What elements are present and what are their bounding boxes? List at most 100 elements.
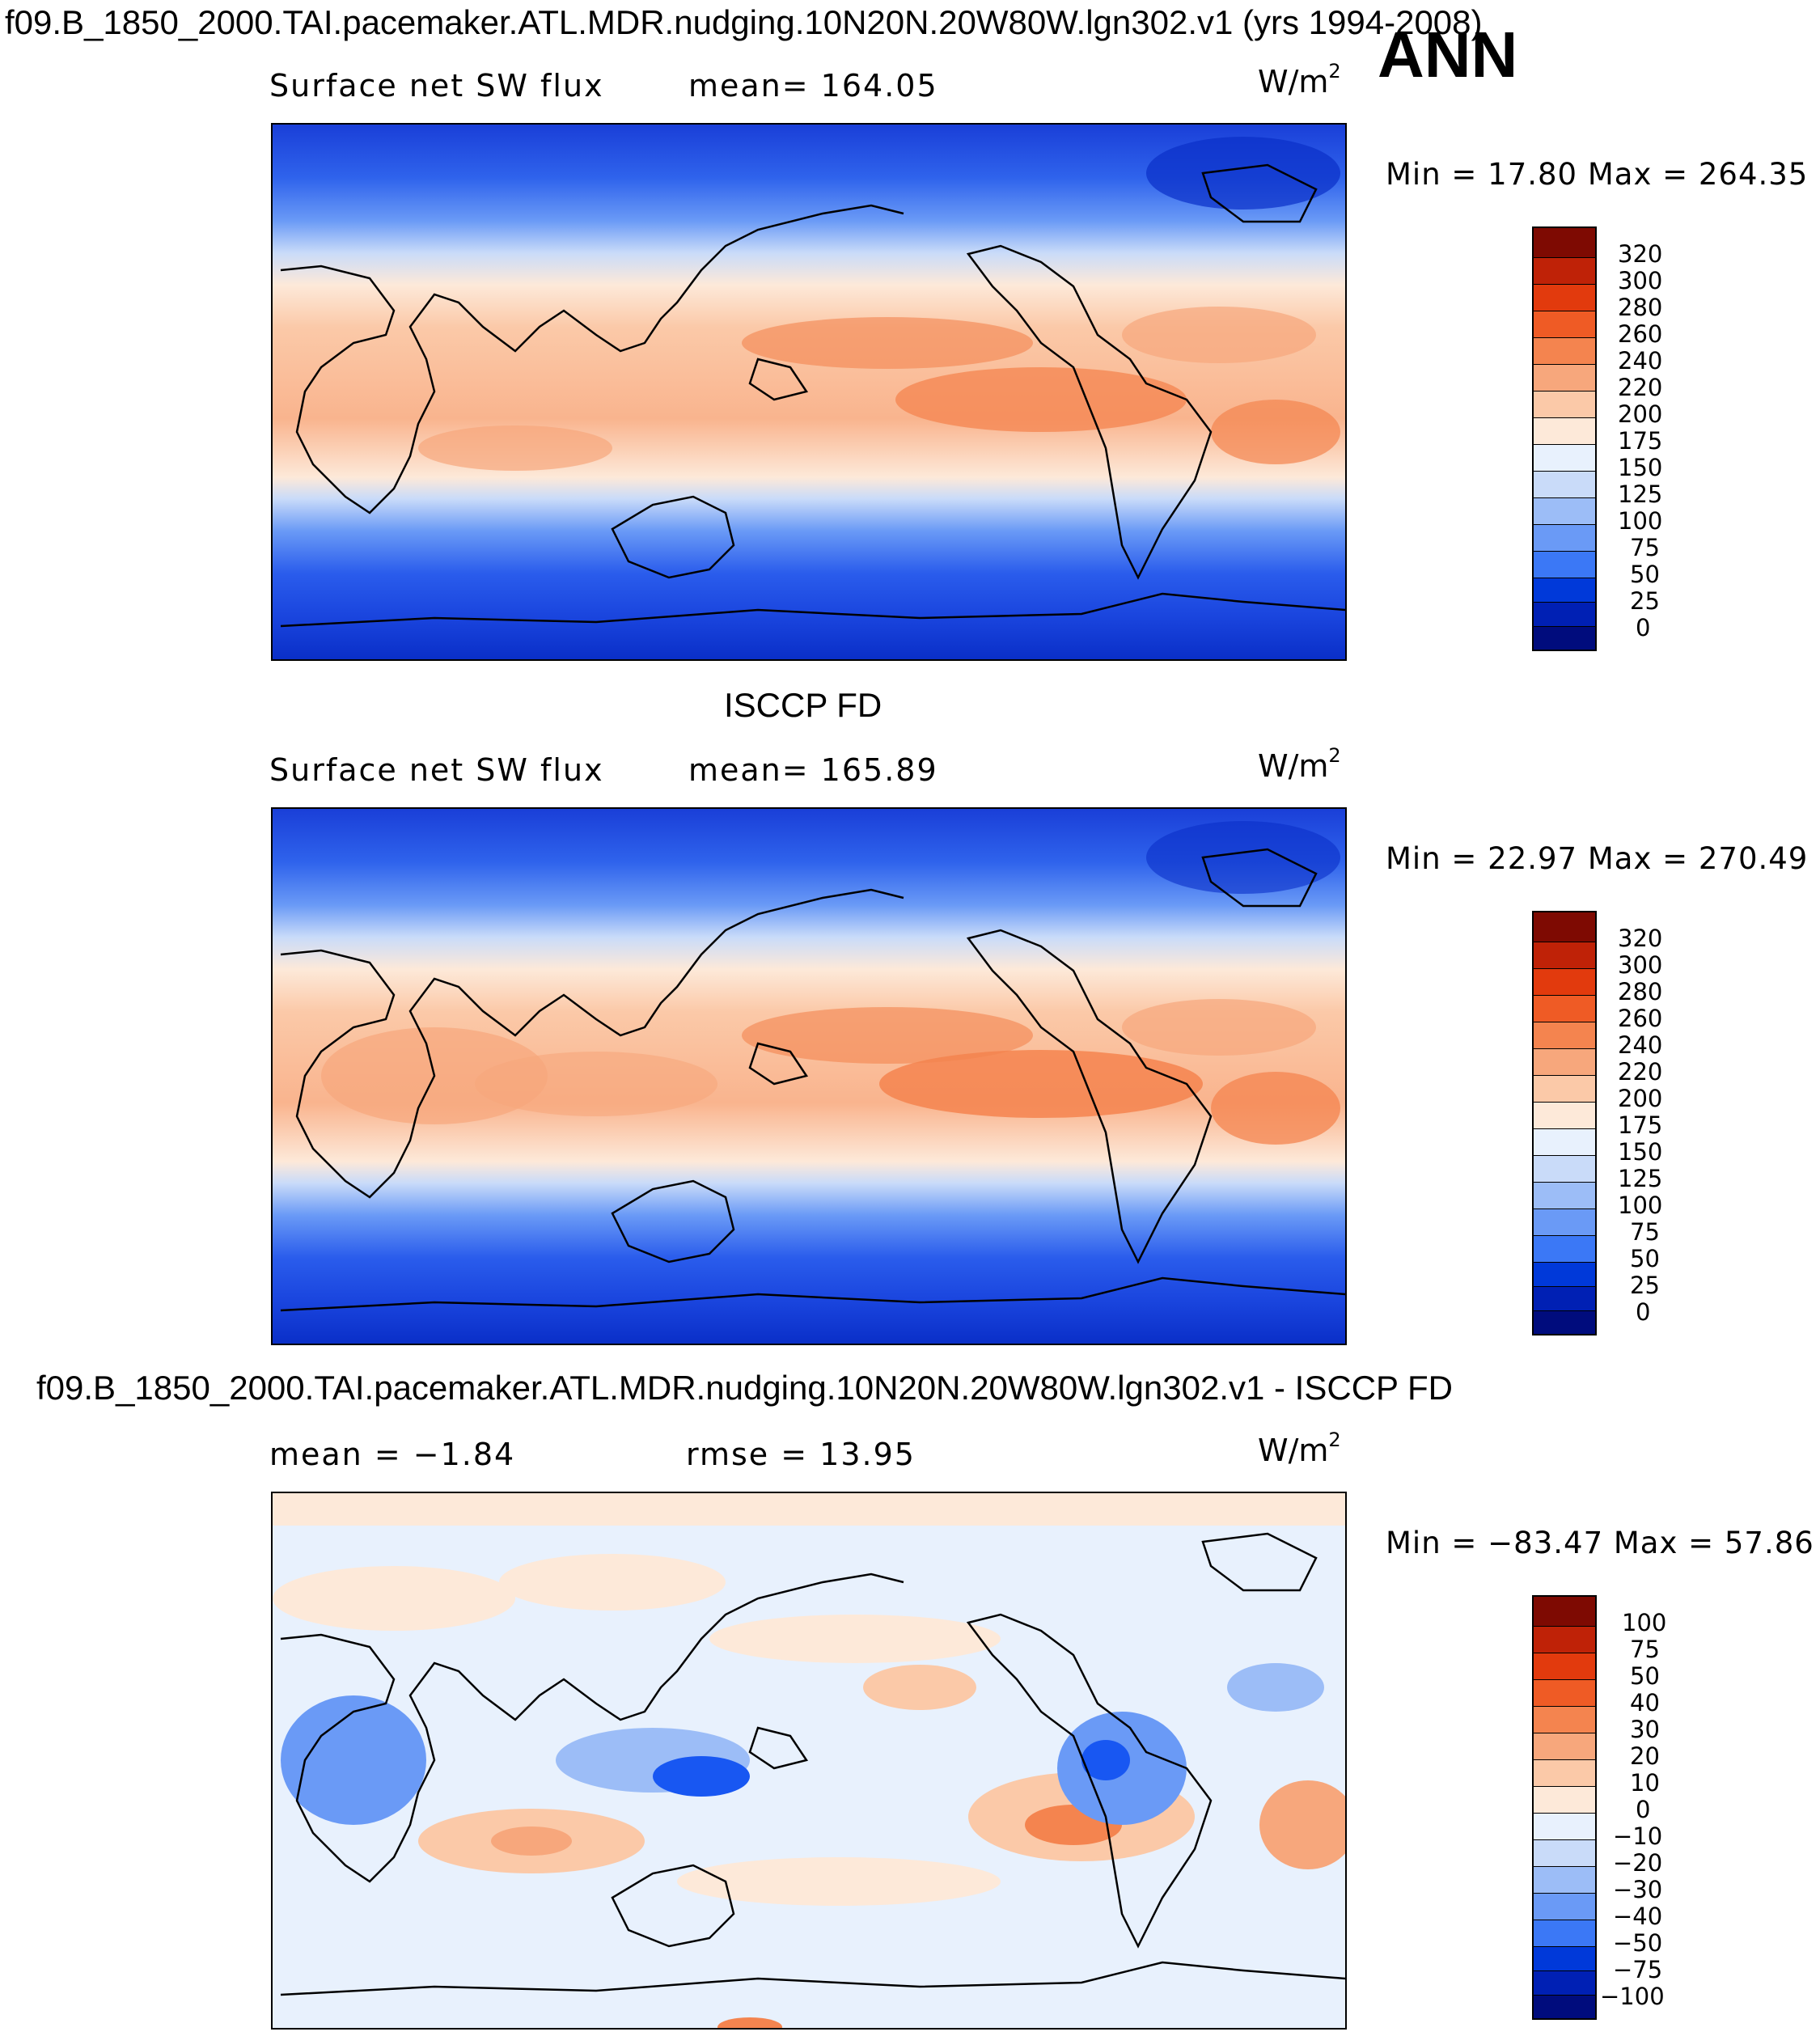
panel3-colorbar-segment [1534, 1995, 1595, 2018]
panel3-colorbar-tick: −20 [1613, 1849, 1663, 1877]
panel2-colorbar-segment [1534, 1075, 1595, 1102]
panel1-mean-label: mean= 164.05 [688, 68, 938, 104]
panel1-colorbar-tick: 50 [1630, 561, 1660, 588]
panel2-variable-label: Surface net SW flux [269, 752, 604, 788]
panel2-colorbar-tick: 200 [1618, 1085, 1663, 1112]
panel2-colorbar-segment [1534, 1102, 1595, 1128]
panel1-variable-label: Surface net SW flux [269, 68, 604, 104]
panel1-colorbar-segment [1534, 551, 1595, 578]
panel1-colorbar-tick: 125 [1618, 480, 1663, 508]
panel2-min-max: Min = 22.97 Max = 270.49 [1386, 841, 1809, 876]
panel2-units: W/m2 [1258, 744, 1341, 784]
panel1-colorbar-segment [1534, 337, 1595, 364]
panel1-map-plot [273, 125, 1345, 659]
panel1-colorbar-tick: 280 [1618, 294, 1663, 321]
panel3-colorbar-segment [1534, 1839, 1595, 1866]
panel1-colorbar-tick: 25 [1630, 587, 1660, 615]
panel2-colorbar-tick: 280 [1618, 978, 1663, 1005]
panel1-colorbar-tick: 175 [1618, 427, 1663, 455]
panel1-colorbar-segment [1534, 228, 1595, 257]
panel1-colorbar-tick: 260 [1618, 320, 1663, 348]
panel3-colorbar-segment [1534, 1786, 1595, 1813]
panel2-colorbar-tick: 320 [1618, 925, 1663, 952]
panel2-heading: ISCCP FD [724, 686, 882, 724]
panel1-colorbar [1532, 226, 1597, 651]
panel1-colorbar-segment [1534, 626, 1595, 650]
panel1-colorbar-tick: 150 [1618, 454, 1663, 481]
panel2-colorbar-tick: 240 [1618, 1031, 1663, 1059]
panel1-colorbar-segment [1534, 444, 1595, 471]
panel3-colorbar-tick: 40 [1630, 1689, 1660, 1716]
panel3-min-max: Min = −83.47 Max = 57.86 [1386, 1526, 1814, 1560]
panel3-rmse-label: rmse = 13.95 [686, 1437, 916, 1472]
panel3-heading: f09.B_1850_2000.TAI.pacemaker.ATL.MDR.nu… [36, 1369, 1453, 1407]
panel3-colorbar-tick: −30 [1613, 1876, 1663, 1903]
panel2-map [271, 807, 1347, 1345]
panel1-colorbar-segment [1534, 417, 1595, 444]
panel3-colorbar-segment [1534, 1893, 1595, 1920]
panel2-colorbar-tick: 100 [1618, 1192, 1663, 1219]
panel2-colorbar-tick: 260 [1618, 1005, 1663, 1032]
panel3-colorbar-segment [1534, 1920, 1595, 1946]
panel3-colorbar-segment [1534, 1653, 1595, 1679]
panel3-colorbar-segment [1534, 1946, 1595, 1970]
panel1-units: W/m2 [1258, 60, 1341, 99]
panel1-colorbar-segment [1534, 257, 1595, 284]
case-title: f09.B_1850_2000.TAI.pacemaker.ATL.MDR.nu… [5, 3, 1483, 41]
panel1-colorbar-tick: 0 [1636, 614, 1651, 641]
panel1-colorbar-tick: 240 [1618, 347, 1663, 375]
panel2-mean-label: mean= 165.89 [688, 752, 938, 788]
panel3-colorbar-segment [1534, 1759, 1595, 1786]
panel2-colorbar-tick: 75 [1630, 1218, 1660, 1246]
panel1-colorbar-tick: 300 [1618, 267, 1663, 294]
panel3-colorbar-tick: 0 [1636, 1796, 1651, 1823]
panel2-colorbar-segment [1534, 912, 1595, 942]
panel2-colorbar-segment [1534, 1262, 1595, 1286]
panel3-colorbar-tick: −10 [1613, 1822, 1663, 1850]
panel2-colorbar-segment [1534, 1048, 1595, 1075]
panel1-colorbar-segment [1534, 391, 1595, 417]
panel1-colorbar-tick: 200 [1618, 400, 1663, 428]
panel1-colorbar-segment [1534, 311, 1595, 337]
panel2-colorbar-segment [1534, 995, 1595, 1022]
panel2-colorbar-segment [1534, 968, 1595, 995]
panel2-colorbar-segment [1534, 1128, 1595, 1155]
panel3-colorbar-tick: 75 [1630, 1636, 1660, 1663]
panel1-map [271, 123, 1347, 661]
panel1-colorbar-segment [1534, 364, 1595, 391]
panel1-colorbar-segment [1534, 524, 1595, 551]
panel2-colorbar-tick: 25 [1630, 1272, 1660, 1299]
panel3-colorbar-segment [1534, 1706, 1595, 1733]
panel3-colorbar-segment [1534, 1813, 1595, 1839]
panel2-colorbar [1532, 911, 1597, 1335]
panel2-colorbar-tick: 220 [1618, 1058, 1663, 1086]
panel3-colorbar-segment [1534, 1626, 1595, 1653]
panel3-mean-label: mean = −1.84 [269, 1437, 516, 1472]
panel3-map [271, 1492, 1347, 2030]
panel3-colorbar-tick: −50 [1613, 1929, 1663, 1957]
panel1-colorbar-segment [1534, 578, 1595, 602]
panel1-colorbar-segment [1534, 602, 1595, 626]
panel1-colorbar-tick: 100 [1618, 507, 1663, 535]
panel3-units: W/m2 [1258, 1429, 1341, 1468]
panel1-colorbar-tick: 220 [1618, 374, 1663, 401]
panel3-colorbar-tick: −100 [1600, 1983, 1665, 2010]
panel1-min-max: Min = 17.80 Max = 264.35 [1386, 157, 1809, 192]
panel1-colorbar-segment [1534, 497, 1595, 524]
panel2-colorbar-segment [1534, 1286, 1595, 1310]
panel3-colorbar-segment [1534, 1970, 1595, 1995]
panel2-colorbar-tick: 0 [1636, 1298, 1651, 1326]
panel3-colorbar-segment [1534, 1597, 1595, 1626]
panel1-colorbar-tick: 75 [1630, 534, 1660, 561]
panel2-colorbar-tick: 175 [1618, 1111, 1663, 1139]
panel3-map-plot [273, 1493, 1345, 2028]
panel2-colorbar-tick: 50 [1630, 1245, 1660, 1272]
panel3-colorbar-segment [1534, 1866, 1595, 1893]
panel2-colorbar-segment [1534, 1208, 1595, 1235]
panel2-colorbar-segment [1534, 942, 1595, 968]
panel2-colorbar-tick: 150 [1618, 1138, 1663, 1166]
panel2-colorbar-tick: 300 [1618, 951, 1663, 979]
panel3-colorbar-tick: 10 [1630, 1769, 1660, 1797]
panel3-colorbar-tick: 50 [1630, 1662, 1660, 1690]
panel2-colorbar-segment [1534, 1235, 1595, 1262]
